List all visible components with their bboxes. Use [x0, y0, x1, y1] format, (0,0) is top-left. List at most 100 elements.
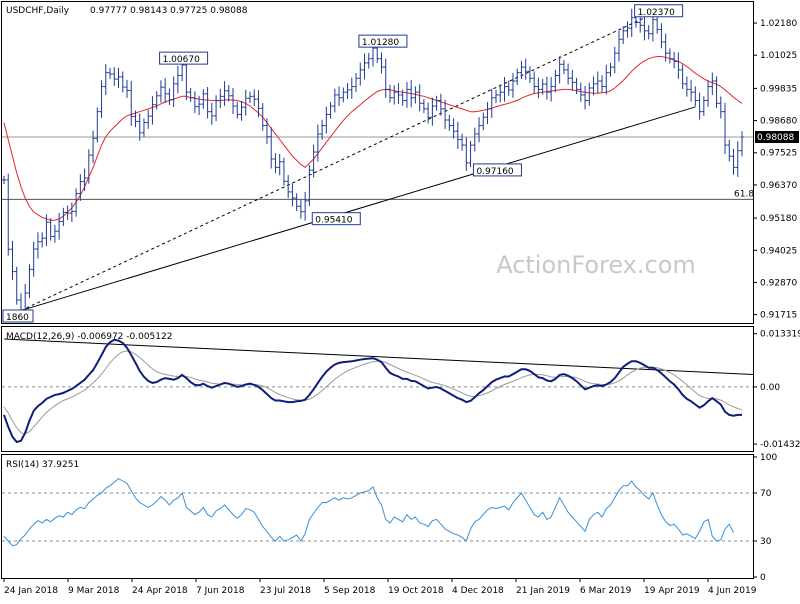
price-bar: [358, 62, 363, 86]
price-bar: [464, 137, 469, 171]
annotation-label: 0.95410: [315, 216, 352, 226]
macd-panel-frame: [1, 326, 754, 452]
price-bar: [672, 51, 677, 69]
price-bar: [354, 72, 359, 92]
price-bar: [667, 48, 672, 64]
rsi-y-tick-label: 0: [760, 573, 766, 583]
price-bar: [447, 114, 452, 131]
price-bar: [69, 202, 74, 223]
price-bar: [315, 124, 320, 162]
price-annotation: 0.95410: [311, 212, 361, 226]
annotation-box: [358, 34, 408, 48]
x-tick-label: 4 Jun 2019: [708, 586, 757, 596]
annotation-label: 1.00670: [163, 55, 200, 65]
price-bar: [10, 240, 15, 281]
price-bar: [383, 58, 388, 98]
price-bar: [214, 95, 219, 122]
price-bar: [549, 77, 554, 102]
price-bar: [426, 102, 431, 124]
price-bar: [617, 30, 621, 62]
price-bar: [612, 46, 617, 74]
annotation-box: [159, 51, 209, 65]
macd-y-tick-label: 0.013319: [760, 330, 800, 340]
price-bar: [481, 112, 486, 131]
price-bar: [587, 82, 592, 106]
price-bar: [506, 80, 511, 96]
price-bar: [663, 33, 668, 62]
price-y-tick-label: 0.95180: [760, 214, 797, 224]
price-y-tick-label: 0.99835: [760, 84, 797, 94]
price-bar: [65, 205, 70, 220]
price-bar: [604, 64, 609, 95]
price-bar: [197, 95, 202, 116]
price-bar: [561, 60, 566, 75]
price-annotation: 1.02370: [634, 4, 684, 18]
price-bar: [86, 149, 91, 184]
x-tick-label: 23 Jul 2018: [260, 586, 311, 596]
x-tick-label: 19 Oct 2018: [388, 586, 444, 596]
price-bar: [409, 79, 414, 108]
price-bar: [472, 127, 477, 152]
price-bar: [209, 102, 214, 125]
current-price-marker: [755, 131, 799, 144]
price-bar: [680, 64, 685, 90]
price-bar: [324, 106, 329, 134]
price-bar: [239, 100, 244, 121]
rsi-panel-frame: [1, 454, 754, 579]
price-bar: [735, 141, 740, 177]
price-bar: [35, 232, 40, 259]
price-bar: [396, 83, 401, 104]
price-bar: [222, 81, 227, 106]
price-bar: [27, 264, 32, 299]
price-bar: [235, 101, 240, 119]
price-bar: [706, 80, 711, 107]
price-bar: [328, 101, 333, 119]
price-bar: [277, 153, 282, 176]
x-tick-label: 5 Sep 2018: [324, 586, 376, 596]
price-bar: [337, 86, 342, 107]
price-bar: [697, 92, 702, 120]
price-bar: [129, 80, 134, 126]
price-bar: [477, 117, 482, 143]
price-bar: [341, 87, 346, 103]
price-bar: [510, 73, 515, 98]
price-bar: [689, 79, 694, 102]
price-bar: [718, 96, 723, 119]
price-bar: [252, 89, 257, 106]
price-bar: [515, 68, 520, 86]
price-bar: [629, 8, 634, 38]
price-y-tick-label: 0.96370: [760, 181, 797, 191]
price-bar: [498, 84, 503, 103]
price-bar: [532, 71, 537, 94]
price-bar: [731, 148, 736, 175]
x-tick-label: 19 Apr 2019: [644, 586, 700, 596]
price-bar: [455, 121, 460, 150]
price-bar: [578, 82, 583, 102]
price-bar: [154, 91, 159, 110]
price-annotation: 1860: [2, 309, 34, 323]
price-y-tick-label: 1.01025: [760, 51, 797, 61]
macd-main-line: [3, 338, 742, 444]
price-annotation: 1.01280: [358, 34, 408, 48]
price-y-tick-label: 0.97525: [760, 149, 797, 159]
x-tick-label: 4 Dec 2018: [452, 586, 504, 596]
price-bar: [366, 52, 371, 69]
moving-average-line: [3, 56, 743, 221]
price-bar: [281, 157, 286, 186]
price-bar: [659, 23, 664, 49]
price-bar: [31, 241, 36, 277]
price-bar: [6, 173, 11, 256]
price-bar: [540, 78, 545, 95]
annotation-label: 0.97160: [476, 167, 513, 177]
rsi-y-tick-label: 70: [760, 489, 772, 499]
price-bar: [502, 77, 507, 102]
price-bar: [642, 15, 647, 41]
price-bar: [421, 99, 426, 114]
annotation-box: [2, 309, 34, 323]
price-bar: [52, 224, 57, 243]
price-bar: [243, 89, 248, 116]
annotation-label: 1860: [6, 313, 29, 323]
price-bar: [714, 76, 719, 109]
price-bar: [146, 109, 151, 129]
price-bar: [108, 67, 113, 79]
